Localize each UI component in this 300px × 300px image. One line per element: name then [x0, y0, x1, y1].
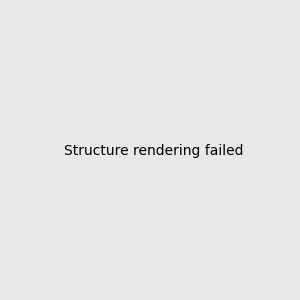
Text: Structure rendering failed: Structure rendering failed [64, 145, 244, 158]
